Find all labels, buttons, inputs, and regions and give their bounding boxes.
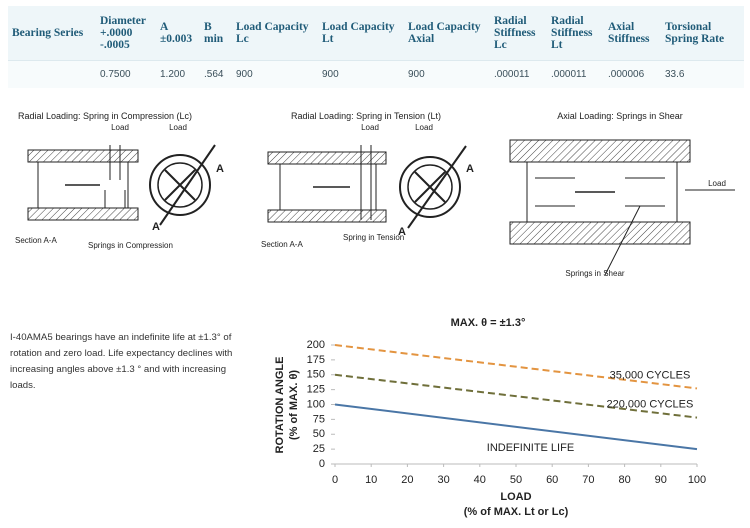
leader: [604, 205, 641, 276]
x-tick-label: 10: [365, 474, 377, 486]
label: A: [152, 221, 160, 233]
label: A: [398, 226, 406, 238]
section-line: [159, 144, 216, 226]
label: Load: [169, 123, 187, 132]
x-tick-label: 100: [688, 474, 706, 486]
y-axis-label: (% of MAX. θ): [288, 370, 300, 440]
label: Springs in Shear: [565, 269, 624, 278]
housing: [27, 207, 139, 221]
y-tick-label: 175: [307, 354, 325, 366]
x-tick-label: 20: [401, 474, 413, 486]
housing: [267, 209, 387, 223]
label: Load: [415, 123, 433, 132]
series-label: 220,000 CYCLES: [607, 398, 694, 410]
series-line: [334, 373, 698, 419]
series-line: [334, 403, 698, 451]
arrows: [360, 145, 372, 220]
cell: 33.6: [661, 60, 744, 88]
arrows: [104, 145, 126, 208]
diagram: Radial Loading: Spring in Tension (Lt) L…: [261, 111, 474, 249]
diagram-title: Axial Loading: Springs in Shear: [557, 111, 683, 121]
x-tick-label: 90: [655, 474, 667, 486]
label: Spring in Tension: [343, 233, 404, 242]
y-tick-label: 125: [307, 384, 325, 396]
housing: [267, 151, 387, 165]
y-tick-label: 25: [313, 443, 325, 455]
header-row: Bearing Series Diameter +.0000 -.0005 A ±0…: [8, 6, 744, 61]
x-tick-label: 60: [546, 474, 558, 486]
header-cell: Load Capacity Lc: [232, 6, 318, 61]
header-cell: A ±0.003: [156, 6, 200, 61]
diagram-title: Radial Loading: Spring in Compression (L…: [18, 111, 192, 121]
label: Section A-A: [261, 240, 303, 249]
header-cell: Radial Stiffness Lc: [490, 6, 547, 61]
label: Springs in Compression: [88, 241, 173, 250]
header-cell: Bearing Series: [8, 6, 96, 61]
label: A: [466, 163, 474, 175]
header-cell: Radial Stiffness Lt: [547, 6, 604, 61]
cell: 900: [318, 60, 404, 88]
arrows: [535, 177, 735, 207]
cell: .000006: [604, 60, 661, 88]
cell: .000011: [490, 60, 547, 88]
series-label: 35,000 CYCLES: [610, 369, 691, 381]
cell: 900: [404, 60, 490, 88]
y-tick-label: 100: [307, 398, 325, 410]
spec-table: Bearing Series Diameter +.0000 -.0005 A ±0…: [8, 6, 744, 88]
chart-title: MAX. θ = ±1.3°: [451, 317, 526, 329]
diagram-title: Radial Loading: Spring in Tension (Lt): [291, 111, 441, 121]
label: Load: [361, 123, 379, 132]
x-tick-label: 30: [437, 474, 449, 486]
series-line: [334, 344, 698, 390]
cell: .564: [200, 60, 232, 88]
chart: MAX. θ = ±1.3° ROTATION ANGLE (% of MAX.…: [274, 317, 706, 518]
header-cell: Diameter +.0000 -.0005: [96, 6, 156, 61]
series-cell: [8, 60, 96, 88]
diagram: Radial Loading: Spring in Compression (L…: [15, 111, 224, 250]
diagram: Axial Loading: Springs in Shear Load Spr…: [509, 111, 735, 278]
description: I-40AMA5 bearings have an indefinite lif…: [10, 332, 233, 391]
x-tick-label: 70: [582, 474, 594, 486]
label: Section A-A: [15, 236, 57, 245]
series-label: INDEFINITE LIFE: [487, 442, 574, 454]
header-cell: Axial Stiffness: [604, 6, 661, 61]
y-axis-label: ROTATION ANGLE: [274, 357, 286, 454]
label: Load: [111, 123, 129, 132]
x-tick-label: 50: [510, 474, 522, 486]
section-line: [407, 145, 467, 229]
housing: [509, 139, 691, 163]
x-tick-label: 80: [618, 474, 630, 486]
y-tick-label: 75: [313, 413, 325, 425]
header-cell: Load Capacity Lt: [318, 6, 404, 61]
x-tick-label: 0: [332, 474, 338, 486]
x-axis-label: LOAD: [500, 491, 531, 503]
y-tick-label: 150: [307, 369, 325, 381]
header-cell: Load Capacity Axial: [404, 6, 490, 61]
x-axis-label: (% of MAX. Lt or Lc): [464, 506, 569, 518]
data-row: 0.7500 1.200.564 900 900 900.000011.000011.0…: [8, 60, 744, 88]
cell: 0.7500: [96, 60, 156, 88]
x-tick-label: 40: [474, 474, 486, 486]
cell: 900: [232, 60, 318, 88]
label: A: [216, 163, 224, 175]
header-cell: B min: [200, 6, 232, 61]
y-tick-label: 50: [313, 428, 325, 440]
cell: 1.200: [156, 60, 200, 88]
label: Load: [708, 179, 726, 188]
housing: [509, 221, 691, 245]
header-cell: Torsional Spring Rate: [661, 6, 744, 61]
cell: .000011: [547, 60, 604, 88]
y-tick-label: 0: [319, 458, 325, 470]
housing: [27, 149, 139, 163]
y-tick-label: 200: [307, 339, 325, 351]
